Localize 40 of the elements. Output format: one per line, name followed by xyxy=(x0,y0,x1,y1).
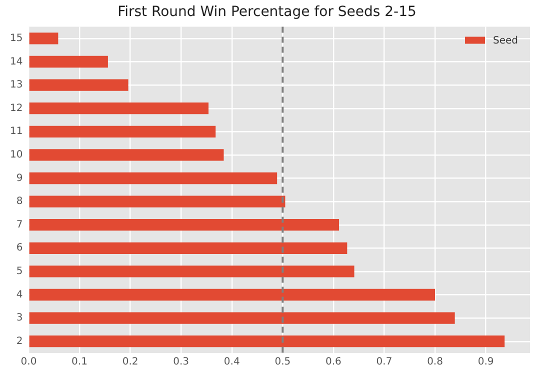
bar xyxy=(29,149,224,161)
y-tick-label: 14 xyxy=(10,56,23,68)
y-tick-label: 11 xyxy=(10,126,23,138)
x-tick-label: 0.8 xyxy=(427,356,443,368)
bar xyxy=(29,79,128,91)
bar xyxy=(29,56,108,68)
bar xyxy=(29,172,278,184)
bar xyxy=(29,32,58,44)
x-tick-label: 0.2 xyxy=(122,356,138,368)
y-tick-label: 15 xyxy=(10,33,23,44)
x-tick-label: 0.7 xyxy=(376,356,392,368)
chart-title: First Round Win Percentage for Seeds 2-15 xyxy=(118,4,416,20)
bar xyxy=(29,126,216,138)
bar xyxy=(29,196,286,208)
y-tick-label: 5 xyxy=(16,266,23,278)
bar xyxy=(29,102,209,114)
y-tick-label: 10 xyxy=(10,150,23,161)
x-tick-label: 0.9 xyxy=(478,356,494,368)
x-tick-label: 0.5 xyxy=(274,356,291,368)
bar xyxy=(29,242,348,254)
bar xyxy=(29,312,455,324)
bar xyxy=(29,336,505,348)
legend-label: Seed xyxy=(493,35,518,46)
y-tick-label: 3 xyxy=(16,312,23,324)
y-tick-label: 12 xyxy=(10,102,23,114)
x-tick-label: 0.1 xyxy=(72,356,88,368)
y-tick-label: 13 xyxy=(10,80,23,91)
y-tick-label: 9 xyxy=(16,172,23,184)
y-tick-label: 6 xyxy=(16,242,23,254)
y-tick-label: 4 xyxy=(16,289,23,300)
x-tick-label: 0.3 xyxy=(173,356,190,368)
bar xyxy=(29,288,436,301)
x-tick-label: 0.4 xyxy=(224,356,240,368)
y-tick-label: 7 xyxy=(16,219,23,230)
x-tick-label: 0.0 xyxy=(20,356,37,368)
bar xyxy=(29,266,354,278)
x-tick-label: 0.6 xyxy=(326,356,342,368)
y-tick-label: 2 xyxy=(16,336,23,347)
bar xyxy=(29,219,340,231)
y-tick-label: 8 xyxy=(16,196,23,208)
